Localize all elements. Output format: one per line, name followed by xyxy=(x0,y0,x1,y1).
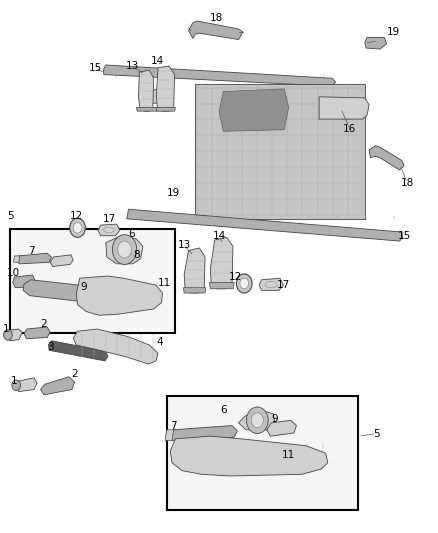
Bar xyxy=(167,397,358,511)
Text: 1: 1 xyxy=(3,324,9,334)
Polygon shape xyxy=(104,65,336,86)
Text: 18: 18 xyxy=(210,13,223,23)
Polygon shape xyxy=(156,66,175,111)
Polygon shape xyxy=(15,378,37,392)
Circle shape xyxy=(12,380,21,391)
Polygon shape xyxy=(168,425,237,440)
Polygon shape xyxy=(259,278,283,290)
Circle shape xyxy=(251,413,263,427)
Text: 2: 2 xyxy=(71,369,78,378)
Polygon shape xyxy=(76,276,162,316)
Polygon shape xyxy=(41,377,74,395)
Polygon shape xyxy=(98,224,120,236)
Text: 12: 12 xyxy=(229,272,242,282)
Polygon shape xyxy=(195,84,365,219)
Polygon shape xyxy=(73,329,158,364)
Polygon shape xyxy=(184,288,206,293)
Bar xyxy=(10,229,176,333)
Text: 18: 18 xyxy=(400,177,413,188)
Polygon shape xyxy=(23,280,99,303)
Text: 9: 9 xyxy=(80,281,87,292)
Polygon shape xyxy=(319,97,369,119)
Ellipse shape xyxy=(265,281,277,288)
Text: 4: 4 xyxy=(157,337,163,347)
Text: 11: 11 xyxy=(158,278,171,288)
Text: 7: 7 xyxy=(170,421,177,431)
Text: 11: 11 xyxy=(282,450,295,460)
Text: 16: 16 xyxy=(343,124,356,134)
Circle shape xyxy=(4,329,12,340)
Text: 15: 15 xyxy=(397,231,410,241)
Text: 5: 5 xyxy=(373,429,380,439)
Circle shape xyxy=(70,218,85,237)
Polygon shape xyxy=(210,237,233,289)
Polygon shape xyxy=(165,430,174,440)
Text: 12: 12 xyxy=(70,211,83,221)
Text: 14: 14 xyxy=(213,231,226,241)
Polygon shape xyxy=(369,146,404,170)
Polygon shape xyxy=(156,108,176,111)
Text: 7: 7 xyxy=(28,246,35,256)
Text: 2: 2 xyxy=(41,319,47,329)
Polygon shape xyxy=(184,248,205,293)
Polygon shape xyxy=(7,329,22,341)
Text: 10: 10 xyxy=(7,268,20,278)
Polygon shape xyxy=(143,89,165,103)
Text: 14: 14 xyxy=(151,56,164,66)
Polygon shape xyxy=(136,108,158,111)
Text: 13: 13 xyxy=(125,61,138,71)
Polygon shape xyxy=(239,411,275,430)
Polygon shape xyxy=(24,327,50,338)
Polygon shape xyxy=(170,436,328,476)
Circle shape xyxy=(237,274,252,293)
Text: 19: 19 xyxy=(167,188,180,198)
Polygon shape xyxy=(188,21,243,39)
Text: 6: 6 xyxy=(220,405,226,415)
Circle shape xyxy=(240,278,249,289)
Polygon shape xyxy=(50,255,73,266)
Polygon shape xyxy=(267,420,297,436)
Circle shape xyxy=(117,241,131,258)
Polygon shape xyxy=(48,341,108,361)
Text: 13: 13 xyxy=(177,240,191,251)
Text: 19: 19 xyxy=(386,27,400,37)
Text: 3: 3 xyxy=(47,342,53,352)
Polygon shape xyxy=(127,209,403,241)
Polygon shape xyxy=(106,236,143,264)
Ellipse shape xyxy=(104,227,114,232)
Text: 6: 6 xyxy=(129,229,135,239)
Polygon shape xyxy=(14,256,20,262)
Text: 5: 5 xyxy=(7,211,14,221)
Text: 9: 9 xyxy=(272,414,278,424)
Circle shape xyxy=(113,235,137,264)
Circle shape xyxy=(247,407,268,433)
Polygon shape xyxy=(365,37,387,49)
Text: 17: 17 xyxy=(102,214,116,224)
Text: 1: 1 xyxy=(11,376,18,386)
Polygon shape xyxy=(138,70,154,111)
Polygon shape xyxy=(13,275,35,288)
Text: 15: 15 xyxy=(88,63,102,72)
Text: 8: 8 xyxy=(133,250,140,260)
Circle shape xyxy=(73,222,82,233)
Polygon shape xyxy=(15,253,51,264)
Polygon shape xyxy=(209,282,234,289)
Text: 17: 17 xyxy=(277,280,290,290)
Polygon shape xyxy=(219,89,289,131)
